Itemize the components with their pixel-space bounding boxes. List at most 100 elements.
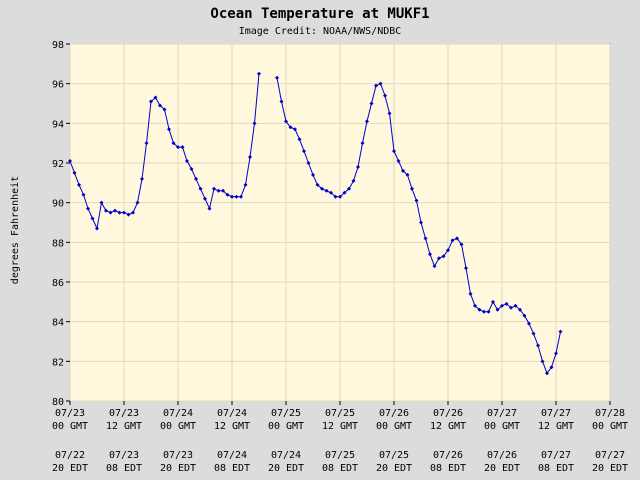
data-point <box>531 331 536 336</box>
data-point <box>441 254 446 259</box>
data-point <box>315 182 320 187</box>
x-tick-label-gmt-date: 07/27 <box>487 408 517 419</box>
x-tick-label-edt-date: 07/26 <box>433 450 463 461</box>
data-point <box>153 95 158 100</box>
data-point <box>189 166 194 171</box>
x-tick-label-edt-hour: 08 EDT <box>322 463 358 474</box>
x-tick-label-edt-date: 07/24 <box>271 450 301 461</box>
data-point <box>396 159 401 164</box>
y-tick-label: 98 <box>52 40 64 51</box>
data-point <box>414 198 419 203</box>
data-point <box>549 365 554 370</box>
data-point <box>342 190 347 195</box>
grid-lines <box>69 43 611 402</box>
data-point <box>180 145 185 150</box>
x-tick-label-gmt-date: 07/26 <box>433 408 463 419</box>
data-point <box>288 125 293 130</box>
data-point <box>518 307 522 312</box>
data-point <box>347 186 351 191</box>
x-tick-label-edt-hour: 20 EDT <box>592 463 628 474</box>
data-point <box>405 172 410 177</box>
x-tick-label-gmt-hour: 12 GMT <box>538 421 574 432</box>
data-point <box>450 238 455 243</box>
data-point <box>158 103 162 108</box>
chart-subtitle: Image Credit: NOAA/NWS/NDBC <box>239 26 402 37</box>
data-point <box>117 210 122 215</box>
data-point <box>423 236 428 241</box>
data-point <box>108 210 113 215</box>
data-point <box>473 303 477 308</box>
data-point <box>419 220 423 225</box>
data-point <box>113 208 117 213</box>
x-tick-label-edt-date: 07/22 <box>55 450 85 461</box>
data-point <box>225 192 230 197</box>
data-point <box>387 111 392 116</box>
data-point <box>239 194 243 199</box>
data-point <box>351 178 356 183</box>
data-point <box>176 145 180 150</box>
data-point <box>203 196 207 201</box>
x-axis-ticks: 07/23 00 GMT 07/22 20 EDT 07/23 12 GMT 07/23 08… <box>52 401 628 474</box>
chart-title: Ocean Temperature at MUKF1 <box>210 6 429 22</box>
x-tick-label-gmt-date: 07/25 <box>325 408 355 419</box>
data-point <box>437 256 441 261</box>
data-point <box>77 182 81 187</box>
x-tick-label-gmt-date: 07/23 <box>55 408 85 419</box>
data-point <box>131 210 135 215</box>
data-point <box>185 159 189 164</box>
data-point <box>329 190 333 195</box>
x-tick-label-gmt-hour: 00 GMT <box>52 421 88 432</box>
data-point <box>243 182 248 187</box>
data-point <box>383 93 387 98</box>
data-point <box>311 172 315 177</box>
data-point <box>410 186 414 191</box>
data-point <box>378 81 383 86</box>
data-point <box>464 266 468 271</box>
series-group <box>68 71 563 376</box>
data-point <box>324 188 329 193</box>
x-tick-label-gmt-date: 07/27 <box>541 408 571 419</box>
data-point <box>144 141 149 146</box>
data-point <box>527 321 531 326</box>
x-tick-label-edt-date: 07/27 <box>541 450 571 461</box>
x-tick-label-edt-hour: 20 EDT <box>160 463 196 474</box>
data-point <box>297 137 302 142</box>
data-point <box>99 200 104 205</box>
x-tick-label-edt-hour: 20 EDT <box>484 463 520 474</box>
data-point <box>504 301 509 306</box>
data-point <box>95 226 99 231</box>
data-point <box>522 313 527 318</box>
data-point <box>545 371 549 376</box>
data-point <box>194 176 198 181</box>
x-tick-label-edt-date: 07/23 <box>163 450 193 461</box>
x-tick-label-edt-date: 07/26 <box>487 450 517 461</box>
x-tick-label-edt-date: 07/23 <box>109 450 139 461</box>
x-tick-label-edt-hour: 20 EDT <box>268 463 304 474</box>
x-tick-label-gmt-date: 07/24 <box>163 408 193 419</box>
x-tick-label-gmt-hour: 00 GMT <box>160 421 196 432</box>
x-tick-label-gmt-date: 07/24 <box>217 408 247 419</box>
data-point <box>126 212 131 217</box>
y-tick-label: 80 <box>52 397 64 408</box>
data-point <box>248 155 252 160</box>
data-point <box>167 127 171 132</box>
x-tick-label-gmt-hour: 12 GMT <box>430 421 466 432</box>
y-tick-label: 82 <box>52 357 64 368</box>
x-tick-label-gmt-date: 07/28 <box>595 408 625 419</box>
x-tick-label-gmt-hour: 12 GMT <box>214 421 250 432</box>
data-point <box>500 303 504 308</box>
data-point <box>72 170 77 175</box>
y-axis-label: degrees Fahrenheit <box>10 176 21 284</box>
y-tick-label: 96 <box>52 80 64 91</box>
x-tick-label-gmt-hour: 00 GMT <box>376 421 412 432</box>
x-tick-label-edt-hour: 08 EDT <box>430 463 466 474</box>
data-point <box>513 303 518 308</box>
data-point <box>540 359 545 364</box>
data-point <box>365 119 369 124</box>
y-tick-label: 88 <box>52 238 64 249</box>
data-point <box>459 242 464 247</box>
data-point <box>468 291 473 296</box>
data-point <box>149 99 153 104</box>
y-tick-label: 92 <box>52 159 64 170</box>
data-point <box>198 186 203 191</box>
